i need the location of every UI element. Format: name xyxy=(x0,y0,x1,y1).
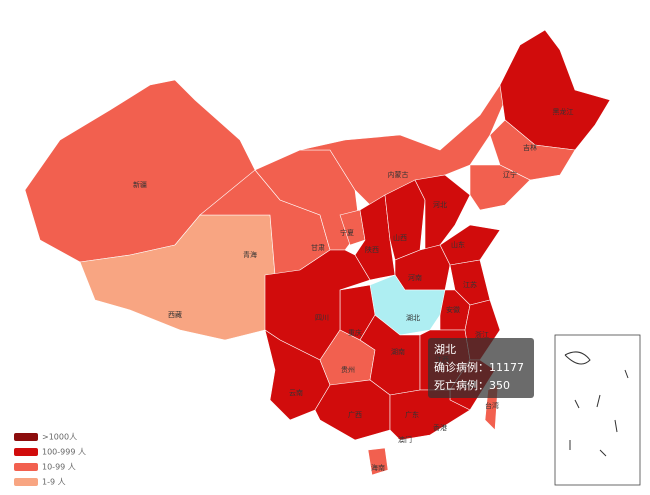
tooltip-row: 确诊病例：11177 xyxy=(434,360,524,374)
province-label: 青海 xyxy=(243,250,257,259)
province-label: 山西 xyxy=(393,233,407,242)
province[interactable] xyxy=(489,119,576,181)
province-label: 安徽 xyxy=(446,305,460,314)
tooltip-label: 死亡病例： xyxy=(434,378,489,392)
legend-label: 1-9 人 xyxy=(42,478,66,487)
province-label: 新疆 xyxy=(133,180,147,189)
province-label: 重庆 xyxy=(348,328,362,337)
province-label: 贵州 xyxy=(341,365,355,374)
province-label: 广东 xyxy=(405,410,419,419)
tooltip-label: 确诊病例： xyxy=(434,360,489,374)
province-label: 香港 xyxy=(433,423,447,432)
province-label: 吉林 xyxy=(523,143,537,152)
inset-islands xyxy=(564,351,629,457)
province-label: 浙江 xyxy=(475,330,489,339)
province-label: 内蒙古 xyxy=(388,170,409,179)
province[interactable] xyxy=(367,447,389,476)
province-label: 海南 xyxy=(371,463,385,472)
legend-swatch[interactable] xyxy=(14,463,38,471)
province-label: 云南 xyxy=(289,388,303,397)
province-label: 山东 xyxy=(451,240,465,249)
province[interactable] xyxy=(414,174,471,251)
province-label: 河南 xyxy=(408,273,422,282)
legend-swatch[interactable] xyxy=(14,448,38,456)
province-label: 澳门 xyxy=(398,435,412,444)
tooltip-box xyxy=(428,338,534,398)
province-label: 宁夏 xyxy=(340,228,354,237)
tooltip-row: 死亡病例：350 xyxy=(434,378,510,392)
province-label: 广西 xyxy=(348,410,362,419)
province-label: 台湾 xyxy=(485,401,499,410)
province-label: 江苏 xyxy=(463,280,477,289)
tooltip-value: 11177 xyxy=(489,361,524,374)
legend-swatch[interactable] xyxy=(14,433,38,441)
province-label: 河北 xyxy=(433,201,447,209)
province-label: 四川 xyxy=(315,314,329,322)
legend-label: 10-99 人 xyxy=(42,463,76,472)
legend-label: 100-999 人 xyxy=(42,448,86,457)
province-label: 西藏 xyxy=(168,310,182,319)
province-label: 甘肃 xyxy=(311,243,325,252)
tooltip-title: 湖北 xyxy=(434,343,456,356)
province-label: 湖南 xyxy=(391,347,405,356)
province-label: 辽宁 xyxy=(503,170,517,179)
legend-swatch[interactable] xyxy=(14,478,38,486)
tooltip-value: 350 xyxy=(489,379,510,392)
province-label: 黑龙江 xyxy=(553,107,574,116)
province-label: 陕西 xyxy=(365,245,379,254)
provinces xyxy=(24,29,611,476)
province[interactable] xyxy=(314,379,391,441)
legend-label: >1000人 xyxy=(42,433,77,442)
province-label: 湖北 xyxy=(406,313,420,322)
south-sea-inset xyxy=(554,334,641,486)
